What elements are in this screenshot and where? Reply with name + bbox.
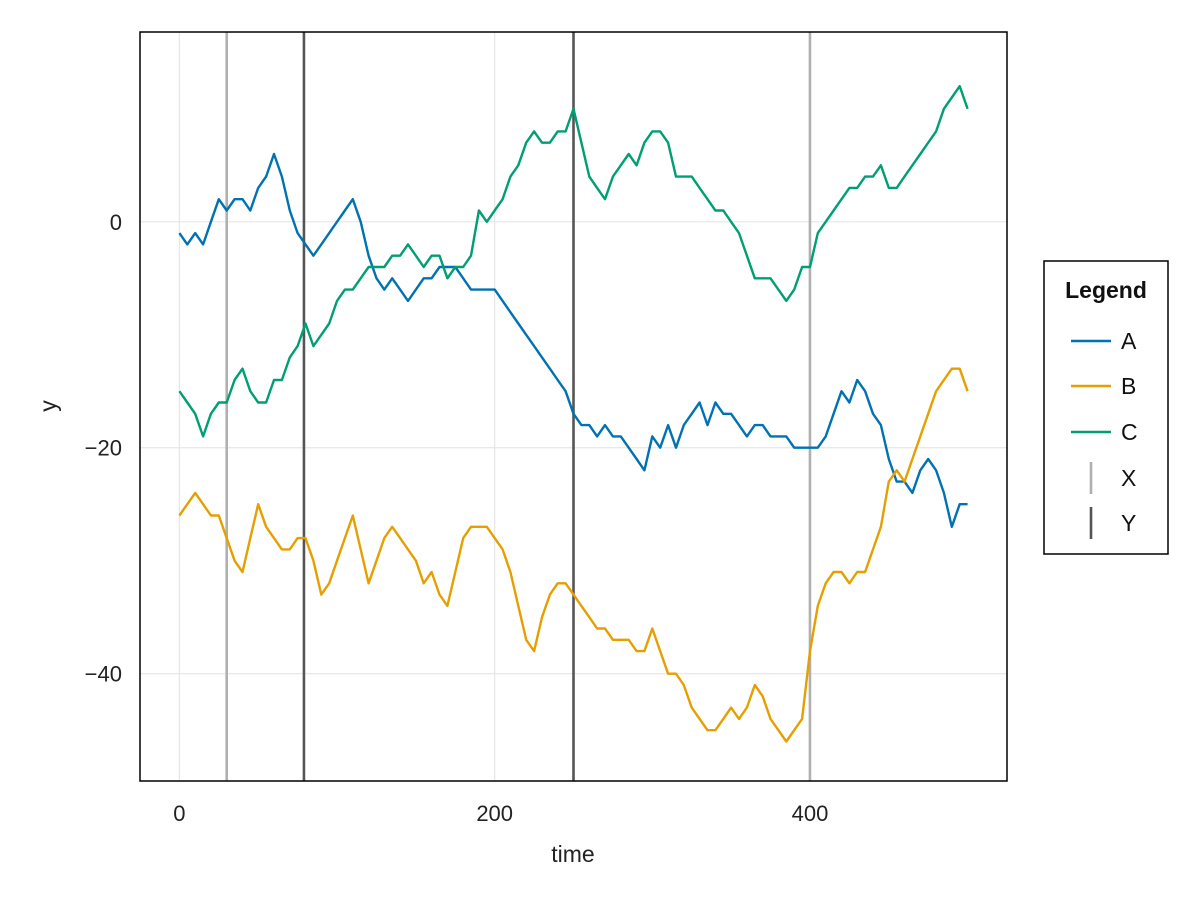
legend-title: Legend <box>1065 277 1147 303</box>
x-tick-label: 400 <box>792 801 829 826</box>
legend-label-y: Y <box>1121 510 1136 536</box>
legend-label-b: B <box>1121 373 1136 399</box>
series-line-c <box>178 84 969 438</box>
legend-label-c: C <box>1121 419 1138 445</box>
reference-vertical-lines <box>225 32 812 781</box>
series-line-b <box>178 367 969 743</box>
legend-box <box>1043 260 1169 555</box>
x-tick-label: 0 <box>173 801 185 826</box>
legend-label-a: A <box>1121 328 1137 354</box>
y-tick-label: 0 <box>110 210 122 235</box>
plot-frame <box>139 31 1008 782</box>
axis-ticks: 0 200 400 −40 −20 0 <box>85 210 829 826</box>
x-tick-label: 200 <box>476 801 513 826</box>
y-tick-label: −20 <box>85 436 122 461</box>
series-lines <box>178 84 969 743</box>
y-axis-title: y <box>35 400 61 412</box>
x-axis-title: time <box>551 841 594 867</box>
y-tick-label: −40 <box>85 662 122 687</box>
legend-label-x: X <box>1121 465 1136 491</box>
series-line-a <box>178 152 968 528</box>
